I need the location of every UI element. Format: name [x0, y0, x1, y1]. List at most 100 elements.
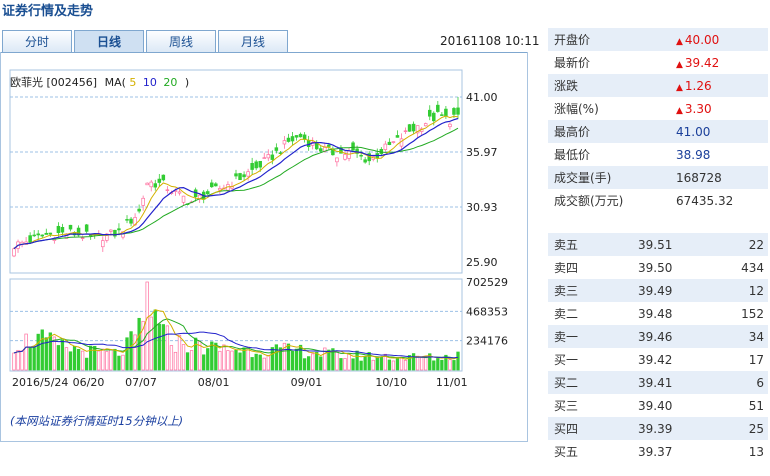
quote-label: 开盘价 — [548, 28, 670, 51]
order-quantity: 6 — [698, 371, 768, 394]
candlestick — [403, 127, 408, 135]
volume-bar — [121, 354, 125, 371]
quote-value: ▲ 40.00 — [670, 28, 768, 51]
volume-bar — [109, 349, 113, 371]
volume-tick-label: 702529 — [466, 276, 508, 289]
candle-body — [411, 123, 416, 132]
volume-bar — [36, 333, 40, 371]
candle-body — [137, 208, 141, 212]
tab-intraday[interactable]: 分时 — [2, 30, 72, 52]
volume-bar — [375, 357, 379, 371]
tab-weekly[interactable]: 周线 — [146, 30, 216, 52]
candle-body — [76, 227, 81, 236]
candle-body — [327, 144, 331, 147]
volume-bar — [206, 348, 210, 371]
up-arrow-icon: ▲ — [676, 59, 683, 70]
candle-body — [415, 125, 420, 134]
order-quantity: 13 — [748, 444, 764, 459]
order-price: 39.48 — [638, 306, 673, 321]
volume-bar — [250, 357, 254, 371]
candlestick — [391, 141, 396, 144]
legend-ma-label: MA( — [105, 76, 126, 89]
volume-bar — [28, 347, 32, 371]
candle-body — [319, 148, 323, 152]
candle-body — [161, 174, 166, 181]
candlestick — [444, 105, 448, 119]
volume-plot-frame — [9, 278, 463, 372]
volume-bar — [266, 354, 270, 371]
chart-panel — [0, 52, 528, 442]
volume-bar — [16, 349, 20, 371]
order-level: 买五 — [554, 445, 579, 459]
volume-bar — [331, 348, 335, 371]
volume-bar — [40, 329, 44, 371]
candlestick — [117, 223, 121, 236]
candlestick — [411, 121, 416, 135]
volume-bar — [202, 354, 206, 371]
volume-bar — [97, 350, 101, 371]
quote-value: ▲ 3.30 — [670, 97, 768, 120]
volume-bar — [226, 350, 230, 371]
volume-bar — [323, 347, 327, 371]
volume-bar — [262, 357, 266, 371]
candlestick — [246, 168, 250, 181]
candlestick — [436, 101, 440, 113]
tab-monthly[interactable]: 月线 — [218, 30, 288, 52]
candlestick — [286, 133, 291, 143]
quote-datetime: 20161108 10:11 — [440, 34, 540, 48]
volume-bar — [169, 345, 174, 371]
volume-bar — [76, 348, 81, 371]
volume-bar — [355, 350, 359, 371]
page-title: 证券行情及走势 — [2, 4, 94, 19]
price-plot-frame — [9, 69, 463, 274]
candlestick — [210, 179, 214, 188]
candlestick — [278, 150, 283, 155]
volume-bar — [319, 356, 323, 371]
volume-bar — [254, 353, 258, 371]
volume-bar — [238, 352, 242, 371]
tab-daily[interactable]: 日线 — [74, 30, 144, 52]
volume-bar — [157, 323, 161, 371]
candle-body — [254, 161, 258, 169]
candle-body — [262, 157, 267, 159]
candle-body — [129, 218, 133, 224]
volume-bar — [395, 357, 400, 371]
legend-ma10: 10 — [143, 76, 157, 89]
quote-number: 168728 — [676, 170, 722, 185]
price-tick-label: 25.90 — [466, 256, 498, 269]
order-book-table: 卖五 39.51 22 卖四 39.50 434 卖三 39.49 12 卖二 39.48 152 卖一… — [548, 233, 768, 463]
quote-label: 最高价 — [548, 120, 670, 143]
candlestick — [56, 222, 61, 237]
candle-body — [117, 228, 121, 231]
order-level: 卖二 — [554, 307, 579, 321]
candlestick — [40, 234, 45, 239]
date-tick-label: 07/07 — [125, 376, 157, 389]
order-quantity: 12 — [698, 279, 768, 302]
candle-body — [290, 136, 295, 142]
volume-bar — [133, 334, 137, 371]
candlestick — [407, 123, 412, 132]
volume-bar — [32, 346, 36, 371]
volume-bar — [282, 342, 287, 371]
chart-period-tabs: 分时 日线 周线 月线 — [2, 30, 290, 52]
order-price: 39.46 — [638, 325, 698, 348]
candlestick — [149, 179, 153, 192]
volume-bar — [125, 337, 129, 371]
candle-body — [286, 137, 291, 142]
volume-bar — [214, 342, 218, 371]
volume-bar — [93, 345, 97, 371]
candle-body — [306, 140, 311, 148]
order-level: 卖三 — [548, 279, 638, 302]
volume-bar — [456, 351, 460, 371]
order-book-row: 卖三 39.49 12 — [548, 279, 768, 302]
volume-ma20-line — [13, 331, 459, 359]
volume-bar — [145, 281, 149, 371]
candlestick — [282, 135, 287, 149]
quote-value: 67435.32 — [670, 189, 768, 212]
up-arrow-icon: ▲ — [676, 36, 683, 47]
volume-bar — [218, 350, 222, 371]
volume-tick-label: 234176 — [466, 335, 508, 348]
candle-body — [359, 154, 363, 157]
candle-body — [32, 234, 36, 237]
order-price: 39.51 — [638, 233, 698, 256]
